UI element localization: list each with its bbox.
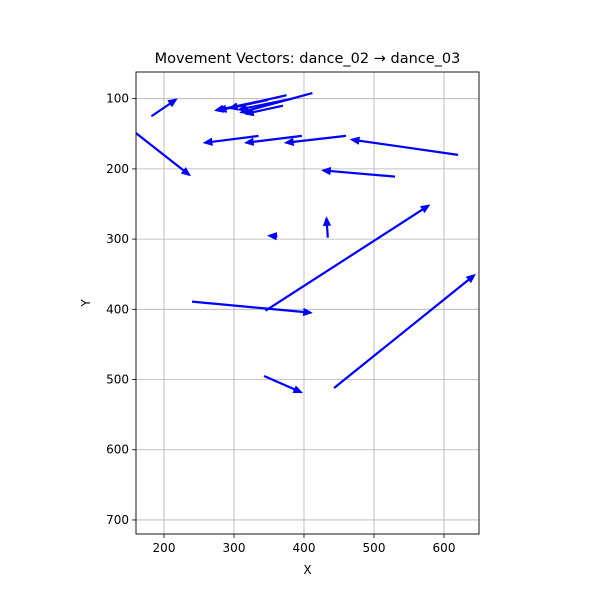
y-tick-label: 600 — [106, 443, 129, 457]
movement-vector — [333, 273, 477, 389]
vector-shaft — [253, 104, 284, 114]
y-tick-label: 500 — [106, 373, 129, 387]
vector-arrowhead — [292, 385, 304, 394]
movement-vector — [236, 97, 293, 113]
vector-shaft — [191, 300, 304, 314]
vector-arrowhead — [180, 166, 192, 177]
y-tick-label: 700 — [106, 513, 129, 527]
vector-arrowhead — [167, 98, 178, 108]
movement-vector — [283, 134, 347, 147]
vector-arrowhead — [213, 104, 225, 113]
vector-arrowhead — [266, 232, 278, 241]
movement-vector — [264, 204, 431, 312]
movement-vector — [263, 375, 304, 394]
y-tick-label: 200 — [106, 162, 129, 176]
plot-frame — [135, 71, 480, 535]
ticks: 200 300 400 500 600 100 200 300 400 500 600 700 — [106, 92, 455, 555]
vector-arrowhead — [322, 215, 332, 227]
x-tick-label: 600 — [433, 541, 456, 555]
vector-shaft — [135, 132, 185, 172]
y-axis-label: Y — [79, 299, 93, 308]
x-tick-label: 200 — [153, 541, 176, 555]
vector-arrowhead — [236, 103, 248, 113]
vector-shaft — [246, 97, 293, 110]
vector-shaft — [150, 102, 171, 118]
movement-vector — [202, 134, 259, 146]
vector-shaft — [325, 225, 329, 238]
vector-shaft — [333, 278, 470, 389]
vector-shaft — [358, 139, 459, 156]
vector-arrowhead — [419, 204, 431, 214]
x-tick-label: 400 — [293, 541, 316, 555]
vector-shaft — [222, 100, 259, 110]
movement-vector — [213, 100, 259, 113]
vector-arrowhead — [202, 137, 213, 146]
x-axis-label: X — [303, 563, 311, 577]
movement-vector — [349, 136, 459, 156]
vector-shaft — [211, 134, 259, 143]
chart-title: Movement Vectors: dance_02 → dance_03 — [155, 51, 461, 67]
movement-vector — [266, 232, 278, 241]
vector-arrowhead — [243, 108, 255, 117]
movement-vector — [135, 132, 192, 177]
vector-arrowhead — [320, 166, 332, 176]
y-tick-label: 100 — [106, 92, 129, 106]
movement-vector — [243, 104, 284, 117]
vector-arrowhead — [283, 137, 295, 147]
vector-shaft — [293, 134, 347, 143]
movement-vector — [243, 134, 303, 146]
vector-shaft — [253, 134, 303, 143]
vector-arrowhead — [302, 307, 314, 317]
vector-shaft — [330, 169, 396, 178]
vectors — [135, 92, 477, 394]
vector-shaft — [264, 208, 424, 312]
movement-vector — [150, 98, 178, 118]
vector-arrowhead — [349, 136, 360, 145]
y-tick-label: 400 — [106, 302, 129, 316]
grid — [136, 72, 479, 534]
x-tick-label: 300 — [223, 541, 246, 555]
movement-vector — [191, 300, 314, 317]
vector-shaft — [263, 375, 295, 391]
movement-vector — [322, 215, 332, 238]
y-tick-label: 300 — [106, 232, 129, 246]
vector-arrowhead — [243, 137, 255, 146]
x-tick-label: 500 — [363, 541, 386, 555]
vector-arrowhead — [465, 273, 477, 284]
movement-vector — [320, 166, 396, 178]
